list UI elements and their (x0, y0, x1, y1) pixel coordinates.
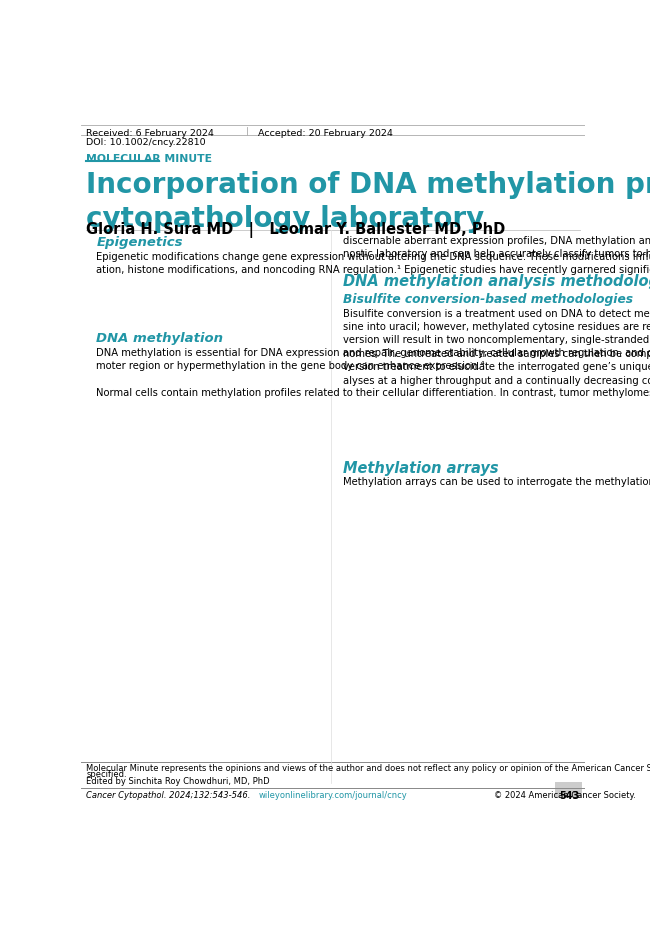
Text: DNA methylation is essential for DNA expression and repair, genome stability, ce: DNA methylation is essential for DNA exp… (96, 348, 650, 397)
Text: DNA methylation: DNA methylation (96, 332, 224, 345)
FancyBboxPatch shape (554, 782, 582, 798)
Text: Received: 6 February 2024: Received: 6 February 2024 (86, 129, 214, 137)
Text: Accepted: 20 February 2024: Accepted: 20 February 2024 (257, 129, 393, 137)
Text: Epigenetics: Epigenetics (96, 236, 183, 249)
Text: wileyonlinelibrary.com/journal/cncy: wileyonlinelibrary.com/journal/cncy (259, 791, 408, 800)
Text: Bisulfite conversion is a treatment used on DNA to detect methylation status. Th: Bisulfite conversion is a treatment used… (343, 309, 650, 385)
Text: Bisulfite conversion-based methodologies: Bisulfite conversion-based methodologies (343, 293, 633, 306)
Text: Methylation arrays can be used to interrogate the methylation status of CpG isla: Methylation arrays can be used to interr… (343, 477, 650, 487)
Text: Epigenetic modifications change gene expression without altering the DNA sequenc: Epigenetic modifications change gene exp… (96, 252, 650, 275)
Text: specified.: specified. (86, 770, 127, 779)
Text: discernable aberrant expression profiles, DNA methylation analysis is being incr: discernable aberrant expression profiles… (343, 236, 650, 259)
Text: DOI: 10.1002/cncy.22810: DOI: 10.1002/cncy.22810 (86, 138, 206, 147)
Text: 543: 543 (559, 791, 579, 801)
Text: Edited by Sinchita Roy Chowdhuri, MD, PhD: Edited by Sinchita Roy Chowdhuri, MD, Ph… (86, 777, 270, 786)
Text: DNA methylation analysis methodologies: DNA methylation analysis methodologies (343, 274, 650, 289)
Text: Molecular Minute represents the opinions and views of the author and does not re: Molecular Minute represents the opinions… (86, 765, 650, 773)
Text: Gloria H. Sura MD   |   Leomar Y. Ballester MD, PhD: Gloria H. Sura MD | Leomar Y. Ballester … (86, 222, 506, 237)
Text: MOLECULAR MINUTE: MOLECULAR MINUTE (86, 154, 213, 164)
Text: © 2024 American Cancer Society.: © 2024 American Cancer Society. (494, 791, 636, 800)
Text: Methylation arrays: Methylation arrays (343, 461, 499, 476)
Text: Cancer Cytopathol. 2024;132:543-546.: Cancer Cytopathol. 2024;132:543-546. (86, 791, 251, 800)
Text: Incorporation of DNA methylation profiling into the
cytopathology laboratory: Incorporation of DNA methylation profili… (86, 171, 650, 233)
